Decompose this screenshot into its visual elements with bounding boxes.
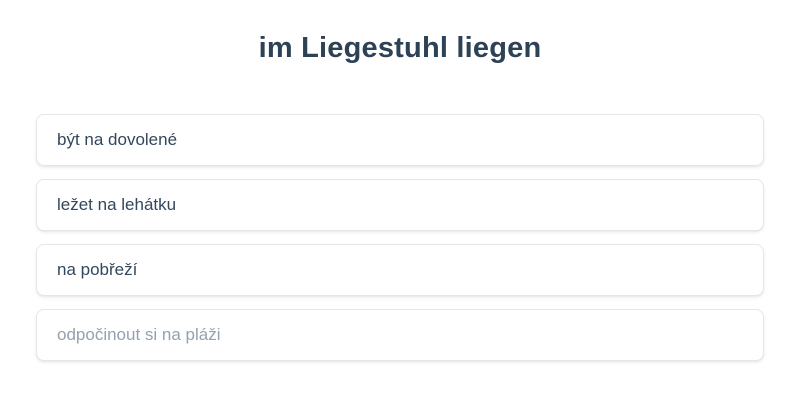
answer-option-4-label: odpočinout si na pláži	[57, 325, 221, 344]
answer-option-4[interactable]: odpočinout si na pláži	[36, 309, 764, 361]
answer-option-1[interactable]: být na dovolené	[36, 114, 764, 166]
question-prompt: im Liegestuhl liegen	[258, 32, 542, 64]
answer-option-3-label: na pobřeží	[57, 260, 138, 279]
answer-option-1-label: být na dovolené	[57, 130, 178, 149]
answer-option-3[interactable]: na pobřeží	[36, 244, 764, 296]
answer-options-list: být na dovolené ležet na lehátku na pobř…	[36, 114, 764, 361]
answer-option-2-label: ležet na lehátku	[57, 195, 177, 214]
answer-option-2[interactable]: ležet na lehátku	[36, 179, 764, 231]
